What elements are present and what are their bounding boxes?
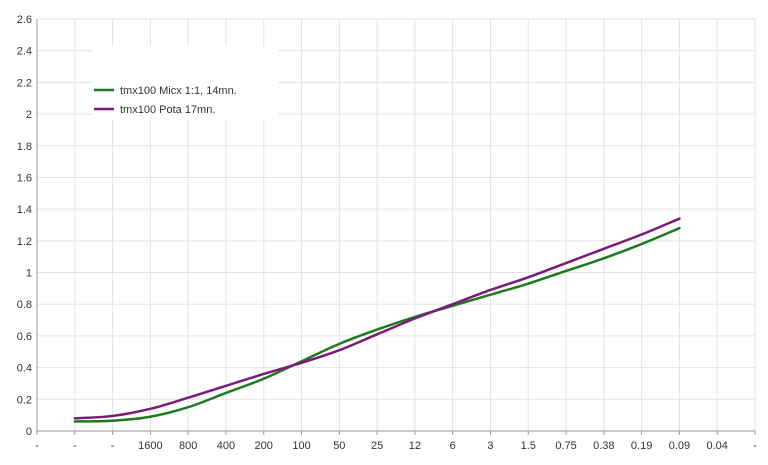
x-tick-label: 0.09 <box>669 440 690 452</box>
x-tick-label: 200 <box>255 440 273 452</box>
x-tick-label: - <box>73 440 77 452</box>
series-lines <box>73 217 681 423</box>
x-tick-label: 100 <box>292 440 310 452</box>
x-tick-label: 1600 <box>138 440 162 452</box>
y-tick-label: 0.8 <box>17 299 32 311</box>
y-tick-label: 2.6 <box>17 14 32 26</box>
x-tick-label: 50 <box>333 440 345 452</box>
y-tick-label: 1 <box>26 268 32 280</box>
x-tick-label: 25 <box>371 440 383 452</box>
x-tick-label: 0.75 <box>555 440 576 452</box>
x-tick-label: 0.04 <box>706 440 727 452</box>
x-tick-label: - <box>111 440 115 452</box>
y-tick-label: 2 <box>26 109 32 121</box>
y-tick-label: 2.4 <box>17 46 32 58</box>
legend-label-2: tmx100 Pota 17mn. <box>120 104 215 116</box>
y-tick-label: 1.6 <box>17 172 32 184</box>
y-tick-label: 2.2 <box>17 77 32 89</box>
x-tick-label: 800 <box>179 440 197 452</box>
y-tick-label: 0.6 <box>17 331 32 343</box>
legend-box <box>92 46 278 120</box>
y-tick-label: 1.2 <box>17 236 32 248</box>
axes: 0 0.2 0.4 0.6 0.8 1 1.2 1.4 1.6 1.8 2 2.2 2.4 2.6 - - - 1… <box>17 14 757 452</box>
y-tick-label: 0.4 <box>17 363 32 375</box>
x-tick-label: 0.38 <box>593 440 614 452</box>
x-tick-label: 0.19 <box>631 440 652 452</box>
legend: tmx100 Micx 1:1, 14mn. tmx100 Pota 17mn. <box>92 46 278 120</box>
y-tick-label: 1.8 <box>17 141 32 153</box>
x-tick-label: 3 <box>487 440 493 452</box>
x-tick-label: - <box>35 440 39 452</box>
x-tick-label: 12 <box>409 440 421 452</box>
x-tick-label: 6 <box>450 440 456 452</box>
y-tick-label: 1.4 <box>17 204 32 216</box>
x-tick-label: 1.5 <box>521 440 536 452</box>
x-tick-label: - <box>753 440 757 452</box>
y-tick-label: 0.2 <box>17 394 32 406</box>
series-line-2 <box>73 217 681 420</box>
series-line-1 <box>73 226 681 423</box>
legend-label-1: tmx100 Micx 1:1, 14mn. <box>120 85 237 97</box>
y-tick-label: 0 <box>26 426 32 438</box>
x-tick-label: 400 <box>217 440 235 452</box>
